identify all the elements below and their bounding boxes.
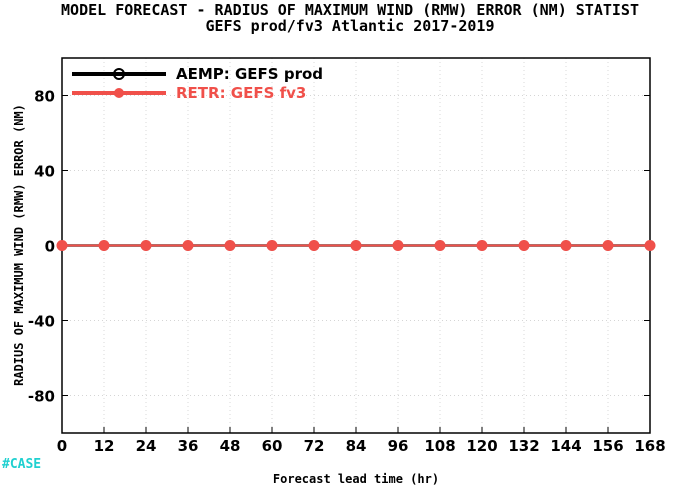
series-point-1 [434,240,446,251]
series-point-1 [644,240,656,251]
x-tick-label: 156 [592,437,623,455]
series-point-1 [518,240,530,251]
chart-subtitle: GEFS prod/fv3 Atlantic 2017-2019 [206,17,495,35]
series-point-1 [350,240,362,251]
series-point-1 [560,240,572,251]
grid-lines [62,58,650,433]
x-tick-label: 84 [346,437,367,455]
x-tick-label: 168 [634,437,665,455]
x-axis-label: Forecast lead time (hr) [273,472,439,486]
y-tick-label: 0 [45,238,55,256]
series-point-1 [56,240,68,251]
x-tick-label: 96 [388,437,409,455]
series-point-1 [98,240,110,251]
case-label: #CASE [2,457,41,472]
x-tick-label: 0 [57,437,67,455]
x-tick-label: 60 [262,437,283,455]
series-point-1 [140,240,152,251]
y-tick-label: -40 [28,313,55,331]
x-tick-label: 24 [136,437,157,455]
y-tick-label: -80 [28,388,55,406]
series-point-1 [182,240,194,251]
series-layer [56,240,656,251]
series-point-1 [392,240,404,251]
x-tick-label: 48 [220,437,241,455]
series-point-1 [224,240,236,251]
legend-label-aemp: AEMP: GEFS prod [176,65,323,83]
legend-marker-retr [114,88,124,98]
x-tick-label: 144 [550,437,581,455]
legend-label-retr: RETR: GEFS fv3 [176,84,306,102]
y-tick-label: 40 [34,163,55,181]
x-tick-label: 108 [424,437,455,455]
x-tick-label: 12 [94,437,115,455]
x-tick-label: 132 [508,437,539,455]
axis-ticks: 0 12 24 36 48 60 72 84 96 108 120 132 144 156 168 -80 -4… [28,88,666,456]
series-point-1 [308,240,320,251]
x-tick-label: 72 [304,437,325,455]
legend-marker-aemp [113,68,125,80]
y-axis-label: RADIUS OF MAXIMUM WIND (RMW) ERROR (NM) [12,104,26,386]
x-tick-label: 120 [466,437,497,455]
legend: AEMP: GEFS prod RETR: GEFS fv3 [72,65,323,102]
series-point-1 [266,240,278,251]
y-tick-label: 80 [34,88,55,106]
chart-title: MODEL FORECAST - RADIUS OF MAXIMUM WIND … [61,1,639,19]
series-point-1 [602,240,614,251]
x-tick-label: 36 [178,437,199,455]
series-point-1 [476,240,488,251]
